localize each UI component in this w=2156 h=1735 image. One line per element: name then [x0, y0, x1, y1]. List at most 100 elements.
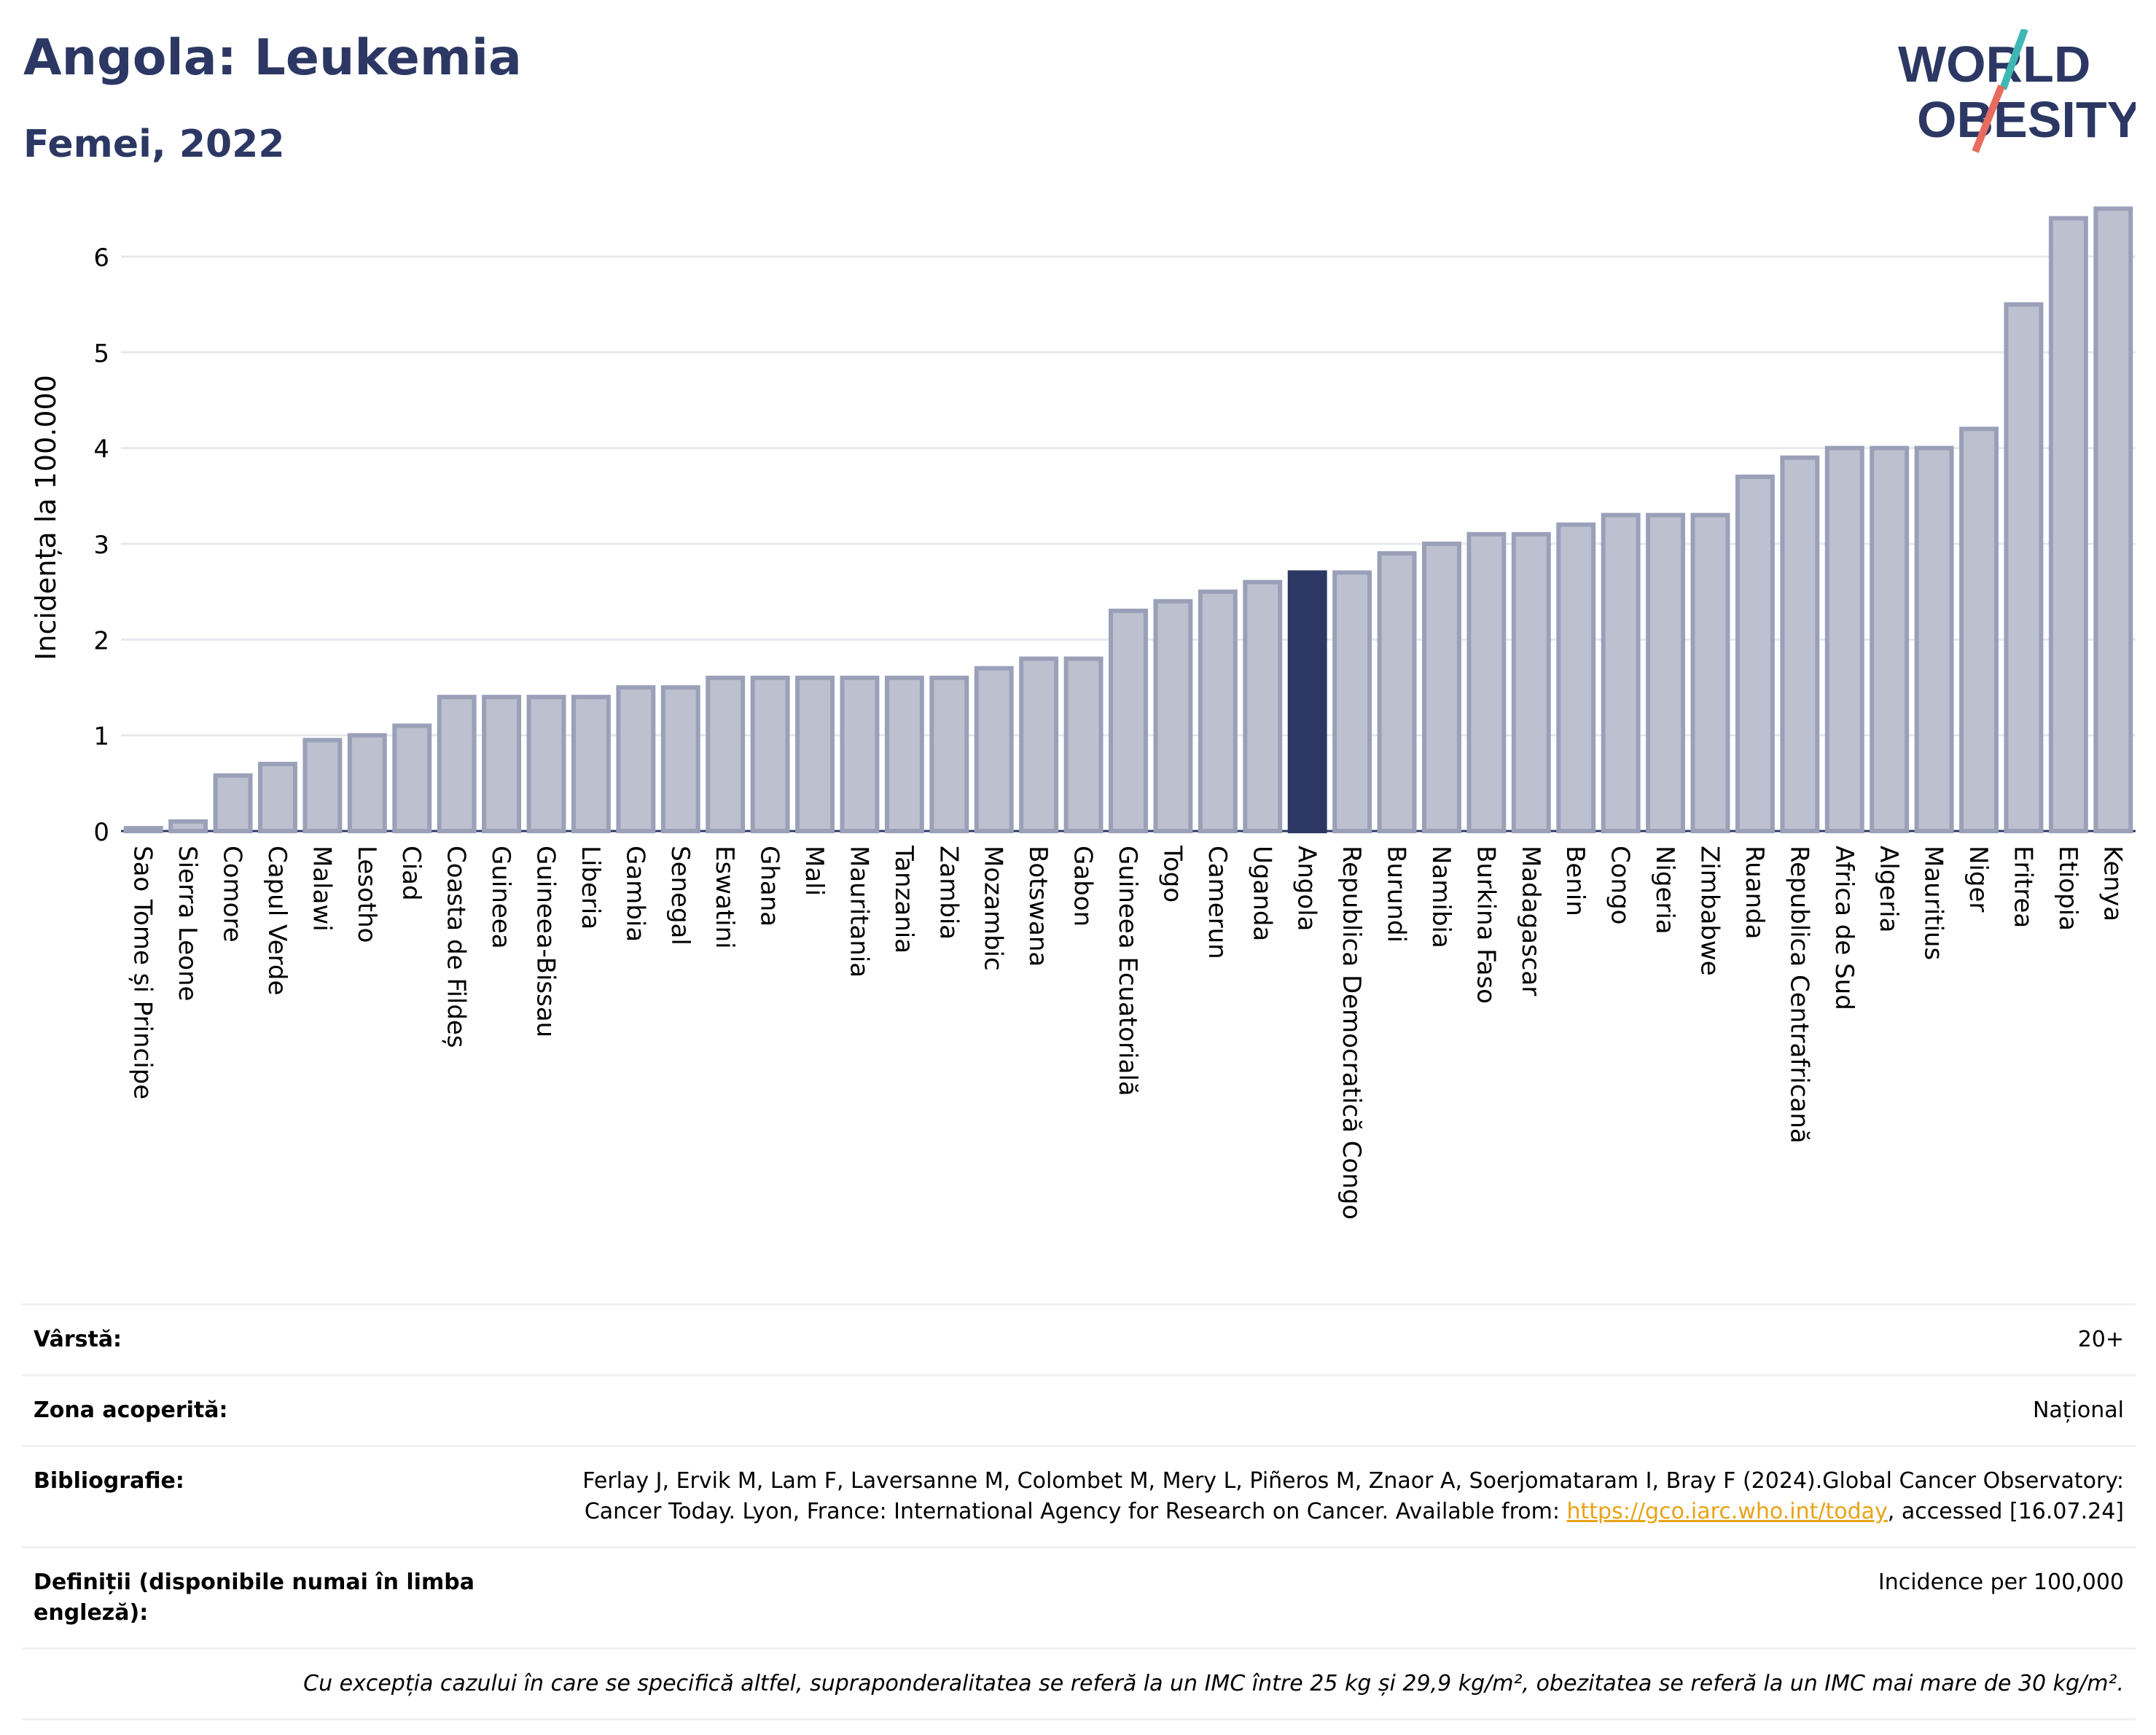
info-row-age: Vârstă: 20+	[22, 1303, 2136, 1374]
x-tick-label-34: Nigeria	[1650, 846, 1679, 935]
info-value-age: 20+	[2077, 1327, 2124, 1352]
info-row-area: Zona acoperită: Național	[22, 1374, 2136, 1445]
x-tick-label-37: Republica Centrafricană	[1784, 846, 1813, 1144]
y-axis-label: Incidența la 100.000	[30, 375, 62, 660]
info-label-definitions: Definiții (disponibile numai în limba en…	[34, 1570, 474, 1626]
x-tick-label-25: Uganda	[1247, 846, 1276, 941]
x-tick-label-35: Zimbabwe	[1695, 846, 1724, 976]
x-tick-label-9: Guineea-Bissau	[531, 846, 561, 1037]
bar-sierra-leone	[168, 819, 208, 834]
bar-niger	[1959, 426, 1999, 833]
bar-sao-tome-și-principe	[123, 826, 163, 833]
y-axis-ticks: 0 1 2 3 4 5 6	[93, 243, 109, 847]
x-tick-label-5: Lesotho	[352, 846, 381, 943]
world-obesity-logo: WORLD OBESITY	[1898, 29, 2136, 153]
bar-kenya	[2093, 206, 2133, 833]
info-value-bibliography: Ferlay J, Ervik M, Lam F, Laversanne M, …	[500, 1466, 2124, 1527]
x-tick-label-7: Coasta de Fildeș	[442, 846, 471, 1048]
bar-congo	[1601, 512, 1641, 833]
bar-burundi	[1377, 551, 1417, 833]
x-tick-label-21: Gabon	[1069, 846, 1098, 927]
bar-togo	[1153, 599, 1193, 833]
bar-africa-de-sud	[1824, 445, 1864, 833]
x-tick-label-4: Malawi	[307, 846, 336, 932]
bar-madagascar	[1511, 531, 1551, 833]
bar-republica-centrafricană	[1780, 455, 1820, 833]
x-tick-label-38: Africa de Sud	[1829, 846, 1859, 1010]
logo-text-obesity: OBESITY	[1917, 91, 2136, 148]
bar-benin	[1556, 522, 1596, 833]
bar-angola	[1287, 570, 1327, 833]
x-tick-label-23: Togo	[1157, 845, 1187, 902]
bar-eritrea	[2004, 302, 2044, 833]
logo-text-world: WORLD	[1898, 36, 2090, 93]
x-tick-label-3: Capul Verde	[262, 846, 292, 995]
y-tick-label-1: 1	[93, 722, 109, 752]
bar-republica-democratică-congo	[1332, 570, 1372, 833]
x-tick-label-17: Tanzania	[889, 845, 918, 954]
bar-eswatini	[706, 675, 746, 834]
bar-capul-verde	[258, 762, 297, 833]
bar-zambia	[929, 675, 969, 834]
x-tick-label-29: Namibia	[1426, 846, 1456, 948]
bar-uganda	[1243, 580, 1283, 833]
x-tick-label-27: Republica Democratică Congo	[1337, 846, 1366, 1220]
x-axis-ticks: Sao Tome și Principe Sierra Leone Comore Ca…	[128, 845, 2128, 1220]
x-tick-label-2: Comore	[218, 846, 247, 943]
bar-coasta-de-fildeș	[437, 695, 477, 833]
x-tick-label-31: Madagascar	[1516, 846, 1545, 996]
x-tick-label-16: Mauritania	[844, 846, 873, 978]
x-tick-label-24: Camerun	[1203, 846, 1232, 959]
x-tick-label-39: Algeria	[1874, 846, 1903, 932]
info-row-definitions: Definiții (disponibile numai în limba en…	[22, 1546, 2136, 1648]
bibliography-link[interactable]: https://gco.iarc.who.int/today	[1566, 1499, 1888, 1524]
bar-nigeria	[1646, 512, 1686, 833]
bar-ghana	[750, 675, 790, 834]
bar-mauritius	[1914, 445, 1954, 833]
x-tick-label-18: Zambia	[934, 846, 963, 940]
bar-chart: 0 1 2 3 4 5 6 Sao Tome și Principe Sierra Leone…	[30, 206, 2136, 1220]
y-tick-label-4: 4	[93, 435, 109, 464]
info-label-age: Vârstă:	[34, 1327, 122, 1352]
bar-etiopia	[2048, 216, 2088, 833]
bar-ciad	[392, 723, 432, 834]
x-tick-label-30: Burkina Faso	[1471, 846, 1500, 1004]
bar-zimbabwe	[1690, 512, 1730, 833]
x-tick-label-6: Ciad	[397, 846, 426, 901]
bibliography-accessed: , accessed [16.07.24]	[1887, 1499, 2124, 1524]
bar-malawi	[302, 738, 343, 833]
y-tick-label-6: 6	[93, 243, 109, 273]
x-tick-label-15: Mali	[800, 846, 829, 896]
x-tick-label-10: Liberia	[576, 846, 605, 929]
bars	[123, 206, 2133, 834]
x-tick-label-1: Sierra Leone	[173, 846, 202, 1001]
info-value-definitions: Incidence per 100,000	[1878, 1570, 2124, 1595]
bar-liberia	[571, 695, 611, 833]
x-tick-label-11: Gambia	[620, 846, 649, 942]
info-note: Cu excepția cazului în care se specifică…	[22, 1648, 2136, 1720]
x-tick-label-22: Guineea Ecuatorială	[1113, 846, 1142, 1096]
info-table: Vârstă: 20+ Zona acoperită: Național Bib…	[22, 1303, 2136, 1720]
bar-gambia	[616, 685, 656, 833]
x-tick-label-19: Mozambic	[979, 846, 1008, 971]
x-tick-label-0: Sao Tome și Principe	[128, 846, 157, 1099]
page-subtitle: Femei, 2022	[23, 122, 285, 166]
y-tick-label-2: 2	[93, 626, 109, 655]
bar-camerun	[1198, 589, 1238, 833]
bar-mali	[795, 675, 835, 834]
info-label-bibliography: Bibliografie:	[34, 1468, 184, 1494]
x-tick-label-36: Ruanda	[1740, 846, 1769, 939]
x-tick-label-20: Botswana	[1023, 846, 1052, 967]
info-row-bibliography: Bibliografie: Ferlay J, Ervik M, Lam F, …	[22, 1445, 2136, 1546]
x-tick-label-43: Etiopia	[2053, 846, 2082, 931]
bar-namibia	[1422, 541, 1461, 833]
x-tick-label-41: Niger	[1964, 846, 1993, 912]
bar-guineea-bissau	[526, 695, 566, 833]
bar-guineea-ecuatorială	[1109, 608, 1148, 833]
y-tick-label-3: 3	[93, 531, 109, 560]
bar-botswana	[1019, 656, 1059, 833]
info-label-area: Zona acoperită:	[34, 1397, 228, 1423]
x-tick-label-26: Angola	[1292, 846, 1321, 931]
bar-lesotho	[347, 733, 387, 834]
bar-gabon	[1063, 656, 1104, 833]
